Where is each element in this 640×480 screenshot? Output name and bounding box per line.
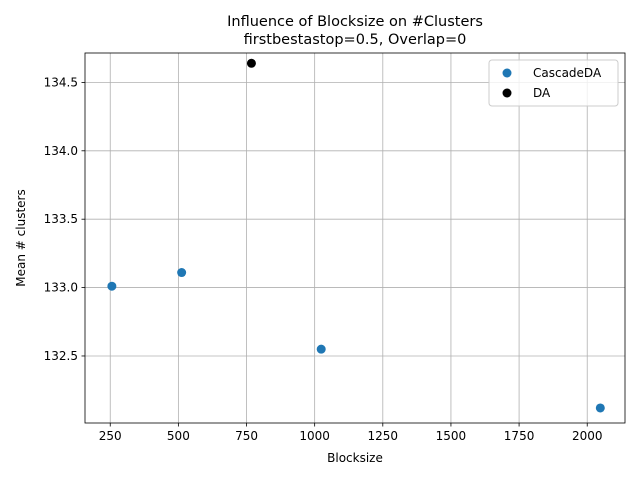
plot-frame: [84, 52, 626, 424]
legend: CascadeDA DA: [488, 59, 619, 107]
x-tick-label: 250: [99, 429, 122, 443]
data-point-da: [246, 58, 256, 68]
x-tick-label: 1000: [299, 429, 330, 443]
chart-title-line1: Influence of Blocksize on #Clusters: [227, 14, 483, 30]
x-tick-label: 2000: [572, 429, 603, 443]
x-axis-label: Blocksize: [327, 451, 383, 465]
legend-marker-da: [502, 88, 512, 98]
data-point-cascadeda: [316, 344, 326, 354]
legend-label-da: DA: [533, 86, 551, 100]
data-point-cascadeda: [595, 403, 605, 413]
y-tick-label: 133.0: [44, 281, 78, 295]
y-ticks: 132.5 133.0 133.5 134.0 134.5: [44, 75, 85, 363]
legend-label-cascadeda: CascadeDA: [533, 66, 602, 80]
x-tick-label: 1500: [436, 429, 467, 443]
x-tick-label: 750: [235, 429, 258, 443]
x-tick-label: 1250: [368, 429, 399, 443]
chart-title-line2: firstbestastop=0.5, Overlap=0: [244, 32, 467, 48]
legend-box: [488, 59, 619, 107]
y-tick-label: 134.5: [44, 75, 78, 89]
y-tick-label: 132.5: [44, 349, 78, 363]
data-point-cascadeda: [107, 281, 117, 291]
data-point-cascadeda: [177, 268, 187, 278]
plot-area: [85, 53, 625, 423]
legend-marker-cascadeda: [502, 68, 512, 78]
y-tick-label: 133.5: [44, 212, 78, 226]
x-ticks: 250 500 750 1000 1250 1500 1750 2000: [99, 423, 603, 443]
x-tick-label: 1750: [504, 429, 535, 443]
points-layer: [107, 58, 605, 413]
y-axis-label: Mean # clusters: [14, 189, 28, 286]
grid-layer: [85, 53, 625, 423]
y-tick-label: 134.0: [44, 144, 78, 158]
x-tick-label: 500: [167, 429, 190, 443]
